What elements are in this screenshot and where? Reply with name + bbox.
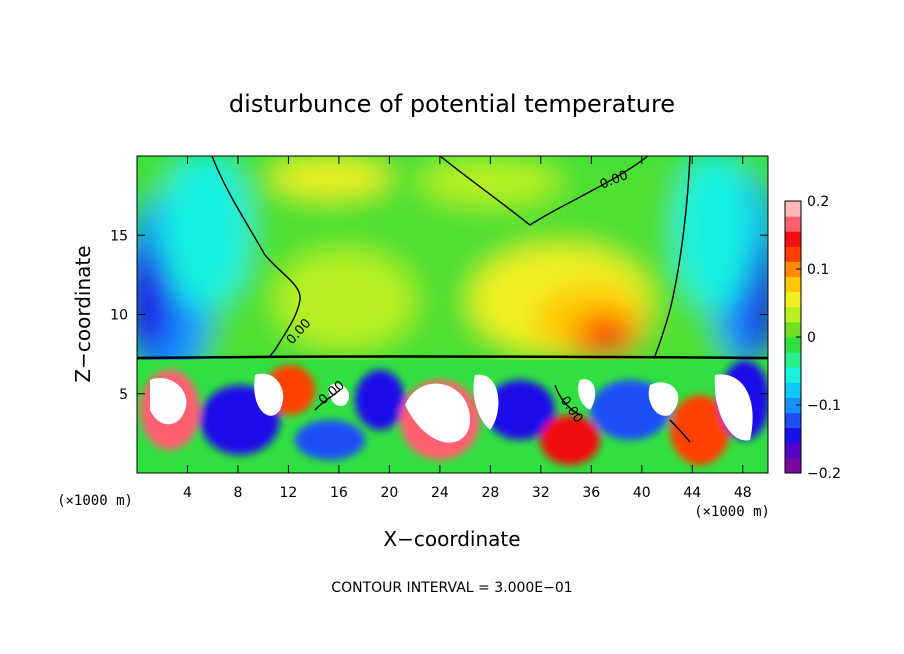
- colorbar-swatch: [785, 216, 801, 232]
- colorbar-tick-label: 0.1: [807, 262, 829, 278]
- x-unit-right: (×1000 m): [694, 504, 770, 520]
- colorbar-swatch: [785, 261, 801, 278]
- x-tick-label: 28: [481, 485, 499, 501]
- x-unit-left: (×1000 m): [57, 493, 133, 509]
- y-axis-label: Z−coordinate: [71, 245, 95, 382]
- x-tick-label: 40: [633, 485, 651, 501]
- colorbar-swatch: [785, 397, 801, 414]
- colorbar-swatch: [785, 276, 801, 293]
- x-tick-label: 24: [431, 485, 449, 501]
- colorbar-tick-label: 0.2: [807, 194, 829, 210]
- colorbar-swatch: [785, 201, 801, 217]
- colorbar-swatch: [785, 412, 801, 429]
- x-tick-label: 20: [380, 485, 398, 501]
- chart-title: disturbunce of potential temperature: [229, 90, 675, 118]
- upper-field: [137, 156, 768, 385]
- colorbar-swatch: [785, 321, 801, 338]
- y-tick-label: 5: [119, 387, 128, 403]
- x-tick-label: 4: [183, 485, 192, 501]
- x-tick-label: 44: [683, 485, 701, 501]
- x-tick-label: 12: [280, 485, 298, 501]
- interface-line: [137, 355, 768, 360]
- colorbar-swatch: [785, 337, 801, 353]
- y-axis-ticks: 5 10 15: [110, 228, 768, 403]
- colorbar-swatch: [785, 367, 801, 383]
- zero-contours: [211, 156, 691, 443]
- x-axis-ticks: 4 8 12 16 20 24 28 32 36 40 44 48: [183, 156, 752, 501]
- colorbar-swatch: [785, 427, 801, 444]
- x-tick-label: 16: [330, 485, 348, 501]
- colorbar-swatch: [785, 382, 801, 398]
- colorbar-swatch: [785, 442, 801, 459]
- contour-interval-note: CONTOUR INTERVAL = 3.000E−01: [331, 580, 572, 596]
- colorbar-swatch: [785, 457, 801, 474]
- y-tick-label: 15: [110, 228, 128, 244]
- y-tick-label: 10: [110, 308, 128, 324]
- plot-area: 0.00 0.00 0.00 0.00: [137, 156, 768, 473]
- x-tick-label: 8: [233, 485, 242, 501]
- colorbar: 0.2 0.1 0 −0.1 −0.2: [784, 194, 841, 482]
- colorbar-tick-label: 0: [807, 330, 816, 346]
- colorbar-swatch: [785, 306, 801, 323]
- x-tick-label: 36: [582, 485, 600, 501]
- colorbar-swatch: [785, 246, 801, 262]
- colorbar-tick-label: −0.2: [807, 466, 841, 482]
- lower-field: [137, 360, 768, 473]
- colorbar-swatch: [785, 291, 801, 308]
- colorbar-tick-label: −0.1: [807, 398, 841, 414]
- colorbar-swatch: [785, 352, 801, 368]
- x-tick-label: 48: [734, 485, 752, 501]
- colorbar-swatch: [785, 231, 801, 247]
- x-axis-label: X−coordinate: [383, 527, 520, 551]
- x-tick-label: 32: [532, 485, 550, 501]
